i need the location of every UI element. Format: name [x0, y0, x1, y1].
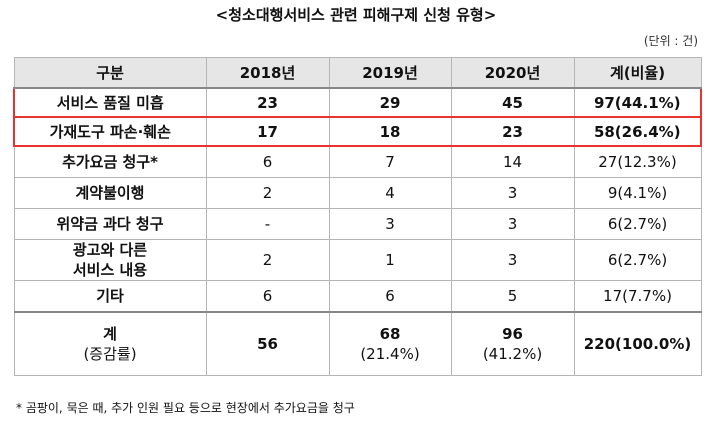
table-row: 위약금 과다 청구 -3 3 6(2.7%): [13, 208, 702, 240]
table-row: 서비스 품질 미흡 23 29 45 97(44.1%): [13, 87, 702, 118]
cell: 6: [328, 280, 452, 313]
cell: 3: [450, 208, 575, 240]
cell: 23: [205, 87, 330, 118]
cell: 2: [205, 177, 330, 209]
table-row: 광고와 다른 서비스 내용 2 1 3 6(2.7%): [13, 239, 702, 281]
total-cell: 56: [205, 311, 330, 376]
cell: 17: [205, 116, 330, 147]
row-label: 계약불이행: [13, 177, 207, 209]
cell: 6: [205, 280, 330, 313]
total-value: 96: [502, 325, 523, 343]
cell: 3: [328, 208, 452, 240]
complaint-table: 구분 2018년 2019년 2020년 계(비율) 서비스 품질 미흡 23 29 45 97…: [13, 57, 702, 376]
row-label: 서비스 품질 미흡: [13, 87, 207, 118]
cell: 6(2.7%): [573, 208, 702, 240]
cell: 7: [328, 145, 452, 178]
table-row: 기타 6 6 5 17(7.7%): [13, 280, 702, 313]
header-cell: 2019년: [328, 57, 452, 89]
cell: 2: [205, 239, 330, 281]
cell: 58(26.4%): [573, 116, 702, 147]
cell: 97(44.1%): [573, 87, 702, 118]
header-cell: 2020년: [450, 57, 575, 89]
cell: 5: [450, 280, 575, 313]
cell: 17(7.7%): [573, 280, 702, 313]
total-cell: 96 (41.2%): [450, 311, 575, 376]
cell: 27(12.3%): [573, 145, 702, 178]
cell: 45: [450, 87, 575, 118]
cell: 23: [450, 116, 575, 147]
cell: 29: [328, 87, 452, 118]
header-cell: 계(비율): [573, 57, 702, 89]
total-value: 계: [103, 325, 117, 343]
row-label: 기타: [13, 280, 207, 313]
row-label: 위약금 과다 청구: [13, 208, 207, 240]
unit-note: (단위 : 건): [643, 34, 698, 48]
total-note: (41.2%): [482, 345, 543, 363]
cell: -: [205, 208, 330, 240]
cell: 3: [450, 239, 575, 281]
header-cell: 구분: [13, 57, 207, 89]
table-row: 가재도구 파손·훼손 17 18 23 58(26.4%): [13, 116, 702, 147]
total-note: (21.4%): [360, 345, 420, 363]
row-label: 광고와 다른 서비스 내용: [13, 239, 207, 281]
table-row: 추가요금 청구* 6 7 14 27(12.3%): [13, 145, 702, 178]
cell: 6: [205, 145, 330, 178]
cell: 1: [328, 239, 452, 281]
cell: 14: [450, 145, 575, 178]
header-cell: 2018년: [205, 57, 330, 89]
cell: 6(2.7%): [573, 239, 702, 281]
table-body: 서비스 품질 미흡 23 29 45 97(44.1%) 가재도구 파손·훼손 17 18 23…: [13, 87, 702, 376]
table-row: 계약불이행 2 4 3 9(4.1%): [13, 177, 702, 209]
total-cell: 계 (증감률): [13, 311, 207, 376]
cell: 4: [328, 177, 452, 209]
total-value: 56: [257, 335, 278, 353]
total-cell: 68 (21.4%): [328, 311, 452, 376]
title: <청소대행서비스 관련 피해구제 신청 유형>: [215, 6, 497, 24]
total-cell: 220(100.0%): [573, 311, 702, 376]
total-note: (증감률): [83, 345, 137, 363]
total-row: 계 (증감률) 56 68 (21.4%) 96 (41.2%) 220(100.0%): [13, 311, 702, 376]
row-label: 가재도구 파손·훼손: [13, 116, 207, 147]
cell: 3: [450, 177, 575, 209]
cell: 18: [328, 116, 452, 147]
footnote: * 곰팡이, 묵은 때, 추가 인원 필요 등으로 현장에서 추가요금을 청구: [16, 401, 355, 415]
header-row: 구분 2018년 2019년 2020년 계(비율): [13, 57, 702, 89]
row-label: 추가요금 청구*: [13, 145, 207, 178]
total-value: 220(100.0%): [583, 335, 692, 353]
total-value: 68: [379, 325, 401, 343]
cell: 9(4.1%): [573, 177, 702, 209]
